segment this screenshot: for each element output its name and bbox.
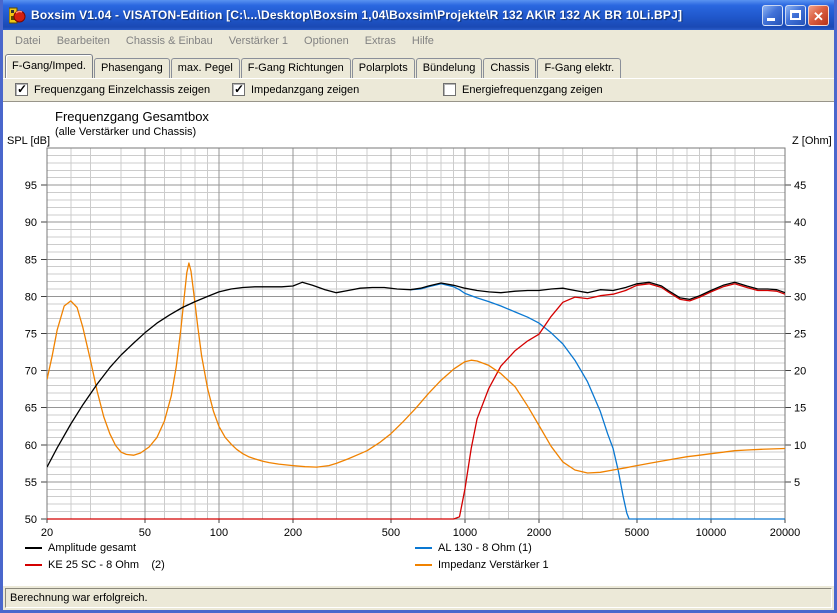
chart-title: Frequenzgang Gesamtbox [55, 109, 209, 124]
spl-tick-70: 70 [25, 366, 37, 378]
legend-label: Impedanz Verstärker 1 [438, 559, 549, 571]
z-tick-35: 35 [794, 254, 806, 266]
z-tick-20: 20 [794, 366, 806, 378]
checkbox-energiefrequenzgang[interactable]: Energiefrequenzgang zeigen [443, 83, 603, 96]
x-tick-20000: 20000 [770, 527, 801, 539]
y-left-axis-label: SPL [dB] [7, 135, 50, 147]
maximize-button[interactable] [785, 4, 806, 26]
legend-entry-impedanz-verst-rker-1: Impedanz Verstärker 1 [415, 559, 549, 571]
tab-f-gang-richtungen[interactable]: F-Gang Richtungen [240, 58, 351, 78]
menu-item-bearbeiten[interactable]: Bearbeiten [56, 34, 110, 47]
tab-f-gang-imped-[interactable]: F-Gang/Imped. [5, 54, 93, 78]
status-bar: Berechnung war erfolgreich. [3, 586, 834, 610]
tab-chassis[interactable]: Chassis [483, 58, 537, 78]
window-title: Boxsim V1.04 - VISATON-Edition [C:\...\D… [31, 8, 683, 22]
spl-tick-95: 95 [25, 180, 37, 192]
x-tick-5000: 5000 [625, 527, 649, 539]
x-tick-100: 100 [210, 527, 228, 539]
curve-impedanz-verst-rker-1 [47, 262, 785, 474]
x-tick-10000: 10000 [696, 527, 727, 539]
checkbox-frequenzgang[interactable]: ✓ Frequenzgang Einzelchassis zeigen [15, 82, 211, 96]
titlebar[interactable]: Boxsim V1.04 - VISATON-Edition [C:\...\D… [3, 0, 834, 30]
z-tick-5: 5 [794, 477, 800, 489]
frequency-response-plot: 20 50 100 200 500 1000 2000 5000 10000 20000 95 90 8… [7, 135, 832, 539]
curve-ke-25-sc-8-ohm-2- [47, 283, 785, 520]
tab-max-pegel[interactable]: max. Pegel [170, 58, 240, 78]
menu-item-chassis-einbau[interactable]: Chassis & Einbau [125, 34, 213, 47]
spl-tick-80: 80 [25, 291, 37, 303]
spl-tick-90: 90 [25, 217, 37, 229]
menu-item-extras[interactable]: Extras [364, 34, 396, 47]
legend-line-icon [25, 564, 42, 566]
z-tick-15: 15 [794, 403, 806, 415]
maximize-icon [790, 9, 801, 20]
spl-tick-50: 50 [25, 514, 37, 526]
x-tick-2000: 2000 [527, 527, 551, 539]
status-message: Berechnung war erfolgreich. [5, 588, 832, 608]
legend-label: Amplitude gesamt [48, 542, 137, 554]
legend-line-icon [415, 547, 432, 549]
z-tick-10: 10 [794, 440, 806, 452]
minimize-icon [767, 17, 775, 21]
checkbox-box[interactable] [443, 83, 456, 96]
legend-entry-ke-25-sc-8-ohm-2-: KE 25 SC - 8 Ohm (2) [25, 559, 165, 571]
spl-tick-60: 60 [25, 440, 37, 452]
menu-item-datei[interactable]: Datei [15, 34, 41, 47]
spl-tick-75: 75 [25, 329, 37, 341]
tab-bar: F-Gang/Imped. Phasengang max. Pegel F-Gang … [3, 52, 834, 78]
chart-subtitle: (alle Verstärker und Chassis) [55, 126, 197, 138]
x-tick-50: 50 [139, 527, 151, 539]
spl-tick-85: 85 [25, 254, 37, 266]
tab-phasengang[interactable]: Phasengang [93, 58, 170, 78]
spl-tick-65: 65 [25, 403, 37, 415]
tab-f-gang-elektr-[interactable]: F-Gang elektr. [537, 58, 622, 78]
checkbox-label: Energiefrequenzgang zeigen [462, 83, 603, 96]
legend-line-icon [415, 564, 432, 566]
z-tick-45: 45 [794, 180, 806, 192]
checkbox-box[interactable]: ✓ [15, 82, 28, 96]
legend-entry-amplitude-gesamt: Amplitude gesamt [25, 542, 136, 554]
x-tick-1000: 1000 [453, 527, 477, 539]
tab-b-ndelung[interactable]: Bündelung [415, 58, 483, 78]
curve-amplitude-gesamt [47, 281, 785, 468]
x-tick-500: 500 [382, 527, 400, 539]
tab-polarplots[interactable]: Polarplots [351, 58, 415, 78]
check-icon: ✓ [234, 82, 245, 96]
legend-line-icon [25, 547, 42, 549]
z-tick-25: 25 [794, 329, 806, 341]
x-tick-20: 20 [41, 527, 53, 539]
checkbox-label: Frequenzgang Einzelchassis zeigen [34, 83, 211, 96]
z-tick-40: 40 [794, 217, 806, 229]
close-icon: ✕ [813, 8, 824, 24]
check-icon: ✓ [17, 82, 28, 96]
x-tick-200: 200 [284, 527, 302, 539]
menu-item-optionen[interactable]: Optionen [304, 34, 349, 47]
menu-bar: Datei Bearbeiten Chassis & Einbau Verstärke… [3, 30, 834, 52]
checkbox-strip: ✓ Frequenzgang Einzelchassis zeigen ✓ Imped… [3, 78, 834, 102]
z-tick-30: 30 [794, 291, 806, 303]
spl-tick-55: 55 [25, 477, 37, 489]
chart-panel: Frequenzgang Gesamtbox (alle Verstärker … [3, 102, 834, 586]
legend-label: KE 25 SC - 8 Ohm (2) [48, 559, 165, 571]
menu-item-hilfe[interactable]: Hilfe [411, 34, 434, 47]
curve-al-130-8-ohm-1- [410, 283, 785, 520]
menu-item-verst-rker-1[interactable]: Verstärker 1 [228, 34, 289, 47]
close-button[interactable]: ✕ [808, 4, 829, 26]
checkbox-box[interactable]: ✓ [232, 82, 245, 96]
minimize-button[interactable] [762, 4, 783, 26]
app-icon [9, 7, 26, 23]
y-right-axis-label: Z [Ohm] [792, 135, 832, 147]
legend-label: AL 130 - 8 Ohm (1) [438, 542, 532, 554]
legend-entry-al-130-8-ohm-1-: AL 130 - 8 Ohm (1) [415, 542, 532, 554]
checkbox-label: Impedanzgang zeigen [251, 83, 360, 96]
checkbox-impedanzgang[interactable]: ✓ Impedanzgang zeigen [232, 82, 360, 96]
